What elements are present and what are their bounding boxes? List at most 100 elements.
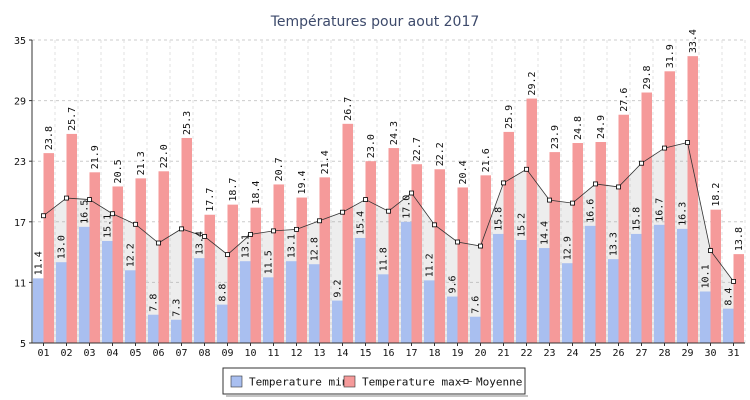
data-label-min: 15.1	[103, 214, 114, 238]
bar-max	[227, 204, 238, 343]
data-label-max: 18.7	[228, 178, 239, 202]
x-tick-label: 31	[727, 348, 739, 359]
bar-min	[424, 280, 435, 343]
x-tick-label: 02	[60, 348, 72, 359]
data-label-min: 12.2	[126, 243, 137, 267]
average-marker	[202, 234, 207, 239]
x-tick-label: 06	[152, 348, 164, 359]
data-label-max: 20.4	[458, 160, 469, 184]
average-marker	[478, 243, 483, 249]
bar-min	[378, 274, 389, 343]
bar-max	[66, 133, 77, 343]
data-label-min: 9.2	[333, 280, 344, 298]
data-labels: 11.4 23.8 13.0 25.7 16.5 21.9 15.1 20.5 12.2 21.3…	[34, 29, 746, 317]
bar-max	[618, 114, 629, 344]
data-label-min: 16.3	[678, 202, 689, 226]
average-marker	[386, 208, 391, 214]
bar-min	[217, 304, 228, 343]
data-label-max: 19.4	[297, 170, 308, 194]
average-marker	[363, 197, 368, 202]
bar-min	[194, 258, 205, 343]
data-label-min: 7.8	[149, 294, 160, 312]
data-label-min: 8.4	[724, 288, 735, 306]
bar-min	[309, 264, 320, 343]
data-label-min: 11.4	[34, 251, 45, 275]
bar-min	[102, 240, 113, 343]
x-tick-label: 28	[658, 348, 670, 359]
data-label-max: 24.3	[389, 121, 400, 145]
bar-max	[388, 148, 399, 343]
data-label-min: 10.1	[701, 264, 712, 288]
data-label-max: 27.6	[619, 88, 630, 112]
bar-max	[687, 56, 698, 343]
bar-max	[480, 175, 491, 343]
average-marker	[593, 181, 598, 187]
bar-min	[332, 300, 343, 343]
bar-min	[562, 263, 573, 343]
x-tick-label: 09	[221, 348, 233, 359]
bar-max	[641, 92, 652, 344]
x-tick-label: 15	[359, 348, 371, 359]
average-marker	[225, 252, 230, 258]
bar-min	[654, 224, 665, 343]
y-tick-label: 29	[14, 97, 26, 108]
bar-min	[171, 319, 182, 343]
data-label-min: 9.6	[448, 275, 459, 293]
data-label-min: 16.7	[655, 198, 666, 222]
bar-min	[56, 262, 67, 343]
x-tick-label: 01	[37, 348, 49, 359]
data-label-max: 31.9	[665, 44, 676, 68]
x-tick-label: 24	[566, 348, 578, 359]
data-label-max: 25.3	[182, 111, 193, 135]
bar-min	[148, 314, 159, 343]
data-label-max: 13.8	[734, 227, 745, 251]
bar-min	[493, 233, 504, 343]
bar-min	[700, 291, 711, 343]
legend-box	[222, 367, 526, 395]
data-label-max: 21.3	[136, 151, 147, 175]
chart-title: Températures pour aout 2017	[270, 14, 480, 30]
x-tick-label: 26	[612, 348, 624, 359]
bars	[33, 56, 744, 344]
bar-min	[539, 248, 550, 343]
bar-min	[263, 277, 274, 343]
x-tick-label: 17	[405, 348, 417, 359]
data-label-min: 7.3	[172, 299, 183, 317]
x-tick-label: 22	[520, 348, 532, 359]
x-tick-label: 03	[83, 348, 95, 359]
x-tick-label: 29	[681, 348, 693, 359]
legend-marker	[463, 379, 469, 384]
average-marker	[731, 278, 736, 284]
bar-max	[250, 207, 261, 343]
data-label-min: 12.8	[310, 237, 321, 261]
x-tick-label: 13	[313, 348, 325, 359]
average-marker	[110, 211, 115, 217]
average-marker	[639, 160, 644, 166]
data-label-min: 7.6	[471, 296, 482, 314]
average-marker	[570, 200, 575, 206]
data-label-min: 8.8	[218, 284, 229, 302]
data-label-max: 24.8	[573, 116, 584, 140]
data-label-max: 23.0	[366, 134, 377, 158]
data-label-min: 15.8	[632, 207, 643, 231]
bar-min	[585, 225, 596, 343]
bar-max	[664, 71, 675, 343]
bar-max	[181, 137, 192, 343]
data-label-max: 20.7	[274, 157, 285, 181]
y-tick-label: 17	[14, 218, 26, 229]
bar-min	[125, 270, 136, 343]
bar-max	[112, 186, 123, 343]
data-label-min: 11.8	[379, 247, 390, 271]
y-tick-label: 23	[14, 157, 26, 168]
bar-max	[43, 153, 54, 343]
y-tick-label: 5	[20, 339, 26, 350]
data-label-max: 21.9	[90, 145, 101, 169]
average-marker	[248, 232, 253, 237]
bar-max	[411, 164, 422, 343]
bar-max	[204, 214, 215, 343]
legend-swatch	[343, 375, 356, 388]
data-label-min: 11.2	[425, 253, 436, 277]
data-label-max: 18.2	[711, 183, 722, 207]
bar-min	[447, 296, 458, 343]
